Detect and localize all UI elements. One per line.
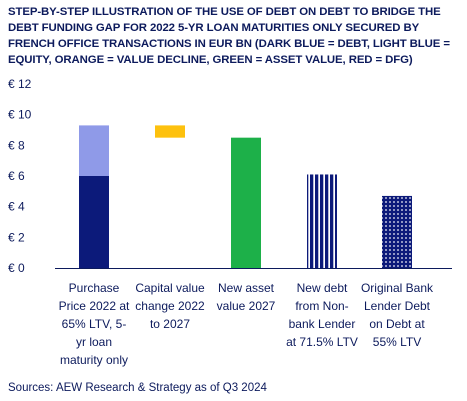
x-category-line: Original Bank (361, 281, 434, 295)
bar-chart: € 0 € 2 € 4 € 6 € 8 € 10 € 12 Purchase Price 20… (8, 77, 452, 367)
x-category-line: change 2022 (135, 299, 205, 313)
x-category-label: New asset value 2027 (217, 281, 276, 313)
x-category-line: to 2027 (150, 317, 190, 331)
x-category-line: from Non- (295, 299, 348, 313)
chart-title: STEP-BY-STEP ILLUSTRATION OF THE USE OF … (8, 6, 450, 66)
x-category-label: Original Bank Lender Debt on Debt at 55% LT… (361, 281, 434, 349)
x-category-line: New debt (297, 281, 348, 295)
bars (79, 125, 412, 268)
x-category-label: Purchase Price 2022 at 65% LTV, 5- yr loan m… (59, 281, 130, 367)
y-tick-label: € 6 (8, 169, 25, 183)
x-axis-categories: Purchase Price 2022 at 65% LTV, 5- yr loan m… (59, 281, 434, 367)
x-category-line: Purchase (69, 281, 120, 295)
x-category-label: Capital value change 2022 to 2027 (135, 281, 205, 331)
x-category-line: value 2027 (217, 299, 276, 313)
x-category-line: bank Lender (289, 317, 356, 331)
y-axis: € 0 € 2 € 4 € 6 € 8 € 10 € 12 (8, 77, 32, 275)
x-category-line: Lender Debt (364, 299, 431, 313)
x-category-line: maturity only (60, 353, 128, 367)
bar-segment-asset-value (231, 137, 261, 268)
y-tick-label: € 10 (8, 108, 32, 122)
y-tick-label: € 4 (8, 200, 25, 214)
x-category-label: New debt from Non-bank Lender at 71.5% LTV (286, 281, 358, 349)
bar-segment-debt (79, 176, 109, 268)
x-category-line: New asset (218, 281, 275, 295)
x-category-line: 55% LTV (373, 335, 421, 349)
y-tick-label: € 2 (8, 230, 25, 244)
bar-segment-value-decline (155, 125, 185, 138)
y-tick-label: € 0 (8, 261, 25, 275)
x-category-line: at 71.5% LTV (286, 335, 358, 349)
bar-segment-debt (382, 195, 412, 268)
x-category-line: 65% LTV, 5- (62, 317, 127, 331)
x-category-line: Capital value (135, 281, 205, 295)
x-category-line: Price 2022 at (59, 299, 130, 313)
bar-segment-equity (79, 125, 109, 176)
source-note: Sources: AEW Research & Strategy as of Q… (8, 382, 267, 394)
x-category-line: on Debt at (369, 317, 425, 331)
x-category-line: yr loan (76, 335, 112, 349)
y-tick-label: € 12 (8, 77, 32, 91)
bar-segment-debt (307, 174, 337, 268)
y-tick-label: € 8 (8, 138, 25, 152)
